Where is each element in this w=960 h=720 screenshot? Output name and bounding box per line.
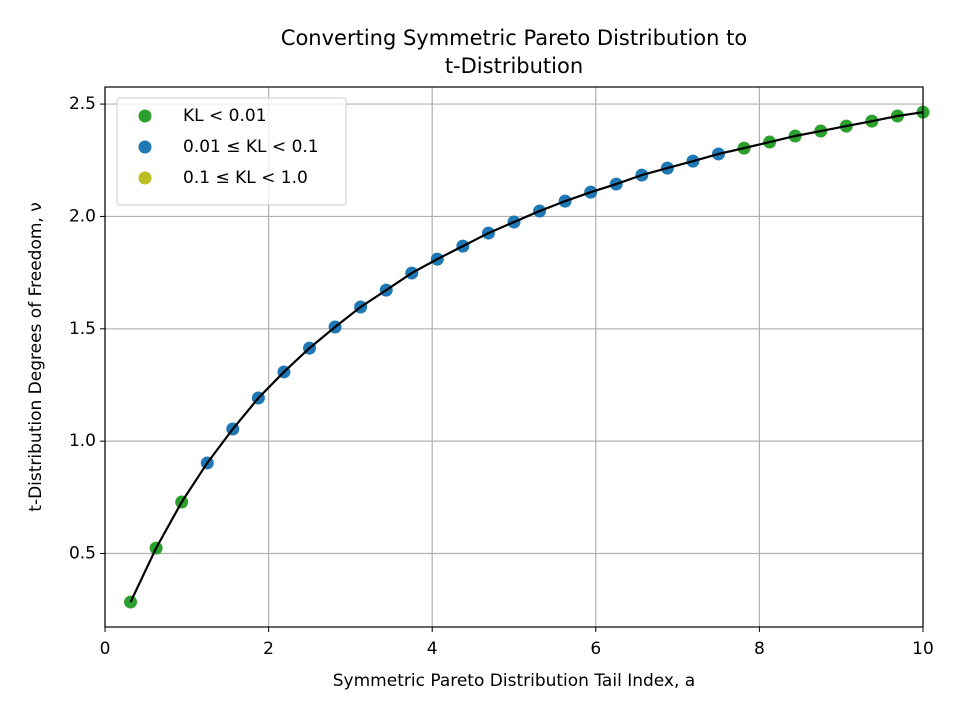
legend-marker (138, 140, 152, 154)
chart-title: t-Distribution (445, 54, 583, 78)
line (129, 111, 924, 603)
chart-title: Converting Symmetric Pareto Distribution… (281, 26, 747, 50)
x-tick-label: 0 (100, 639, 111, 659)
x-axis-label: Symmetric Pareto Distribution Tail Index… (333, 671, 695, 691)
legend-label: 0.1 ≤ KL < 1.0 (183, 168, 308, 188)
legend-label: 0.01 ≤ KL < 0.1 (183, 137, 319, 157)
legend-box (116, 97, 347, 206)
y-tick-label: 2.0 (69, 206, 96, 226)
x-tick-label: 10 (912, 639, 934, 659)
x-tick-label: 6 (590, 639, 601, 659)
axes-frame (104, 86, 924, 628)
y-tick-label: 0.5 (69, 544, 96, 564)
y-axis-label: t-Distribution Degrees of Freedom, ν (26, 202, 46, 511)
y-tick-label: 1.0 (69, 431, 96, 451)
plot-area (124, 105, 930, 609)
legend-marker (138, 109, 152, 123)
legend: KL < 0.01 0.01 ≤ KL < 0.1 0.1 ≤ KL < 1.0 (116, 97, 347, 206)
y-tick-label: 1.5 (69, 319, 96, 339)
legend-marker (138, 171, 152, 185)
y-tick-label: 2.5 (69, 94, 96, 114)
ticks: 0 2 4 6 8 10 0.5 1.0 1.5 2.0 2.5 (69, 94, 934, 659)
x-tick-label: 2 (263, 639, 274, 659)
x-tick-label: 4 (427, 639, 438, 659)
legend-label: KL < 0.01 (183, 106, 267, 126)
x-tick-label: 8 (754, 639, 765, 659)
